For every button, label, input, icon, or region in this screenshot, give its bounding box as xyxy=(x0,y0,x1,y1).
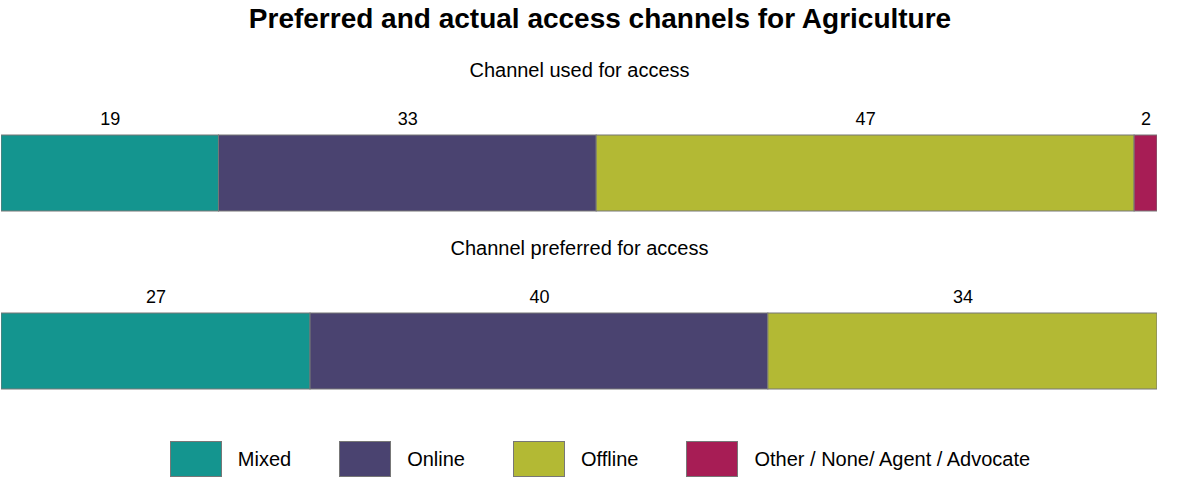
html-text:Other / None/ Agent / Advocate: Other / None/ Agent / Advocate xyxy=(754,447,1031,470)
svg-text:47: 47 xyxy=(856,109,876,129)
svg-text:2: 2 xyxy=(1141,109,1151,129)
html-text:Preferred and actual access ch: Preferred and actual access channels for… xyxy=(248,3,952,34)
svg-text:Channel preferred for access: Channel preferred for access xyxy=(451,237,709,259)
html-text:Offline: Offline xyxy=(581,447,639,470)
svg-text:Channel used for access: Channel used for access xyxy=(469,59,689,81)
svg-text:40: 40 xyxy=(529,287,549,307)
svg-text:34: 34 xyxy=(953,287,973,307)
html-text:Mixed: Mixed xyxy=(237,447,292,470)
svg-text:33: 33 xyxy=(398,109,418,129)
html-text:Online: Online xyxy=(407,447,465,470)
svg-text:19: 19 xyxy=(100,109,120,129)
svg-text:27: 27 xyxy=(146,287,166,307)
